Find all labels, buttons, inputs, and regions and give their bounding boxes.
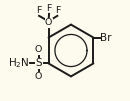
Text: H$_2$N: H$_2$N (8, 57, 30, 70)
Text: F: F (46, 4, 52, 13)
Text: F: F (36, 6, 41, 15)
Text: Br: Br (100, 33, 112, 43)
Text: S: S (35, 58, 42, 68)
Text: O: O (45, 18, 52, 27)
Text: F: F (55, 6, 60, 15)
Text: O: O (35, 72, 42, 81)
Text: O: O (35, 45, 42, 54)
